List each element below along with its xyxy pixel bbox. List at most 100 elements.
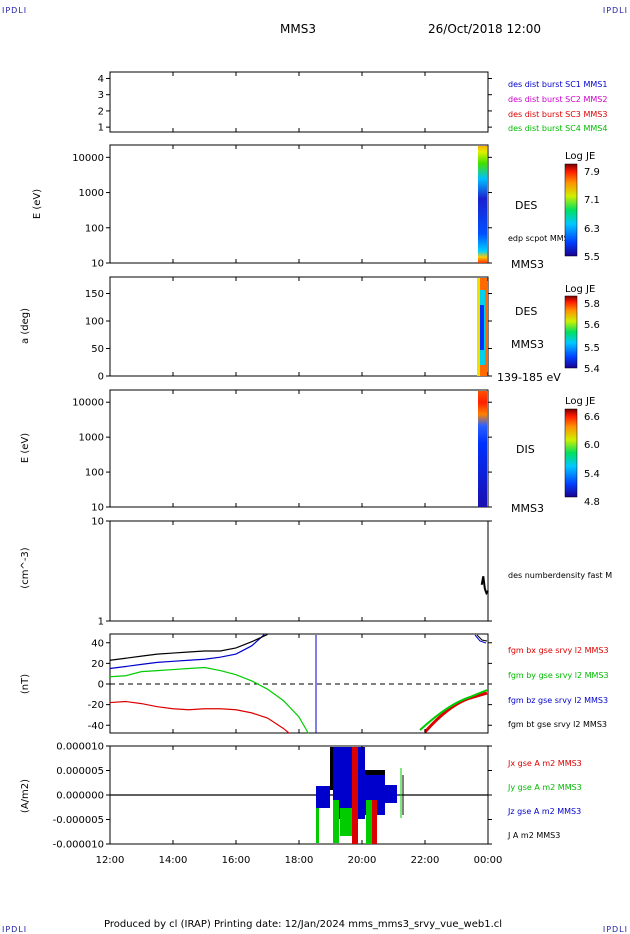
panel-burst-frame: [109, 71, 489, 133]
colorbar-des-energy-tick: 6.3: [584, 224, 600, 235]
bfield-bt-recovery: [476, 634, 488, 642]
ytick-label: 10: [91, 259, 104, 270]
footer-credits: Produced by cl (IRAP) Printing date: 12/…: [104, 919, 503, 930]
density-line: [480, 576, 489, 596]
des-energy-spacecraft-label: MMS3: [511, 258, 544, 271]
xtick-label: 16:00: [222, 855, 251, 866]
ytick-label: 0: [98, 680, 104, 691]
des-pitch-data-edge: [477, 278, 480, 376]
dis-energy-spectrum-data: [478, 391, 487, 507]
panel-des-pitch: 0 50 100 150 a (deg) DES MMS3 139-185 eV Lo…: [20, 276, 600, 384]
panel-current-yticks: -0.000010 -0.000005 0.000000 0.000005 0.0000…: [53, 742, 492, 851]
panel-burst-yticks: 1 2 3 4: [98, 74, 492, 134]
ytick-label: -20: [88, 700, 104, 711]
ytick-label: -0.000010: [53, 840, 104, 851]
bx-line: [109, 700, 290, 734]
date-time-title: 26/Oct/2018 12:00: [428, 22, 542, 36]
legend-j: J A m2 MMS3: [507, 831, 560, 840]
xtick-label: 22:00: [411, 855, 440, 866]
corner-label-bottom-left: IPDLI: [2, 925, 28, 934]
current-jy-burst-a: [316, 790, 319, 843]
current-jx-burst-b: [372, 800, 377, 844]
current-jy-burst-c: [340, 808, 354, 836]
panel-des-pitch-yticks: 0 50 100 150: [85, 289, 492, 383]
by-line: [109, 666, 309, 734]
panel-density-ylabel: (cm^-3): [20, 547, 31, 588]
panel-density-series: [480, 576, 489, 596]
current-jx-burst: [352, 747, 358, 844]
ytick-label: 10000: [72, 153, 104, 164]
legend-burst-sc4: des dist burst SC4 MMS4: [508, 124, 607, 133]
panel-dis-energy-yticks: 10 100 1000 10000: [72, 398, 492, 514]
legend-burst-sc2: des dist burst SC2 MMS2: [508, 95, 607, 104]
current-jy-burst-b: [333, 800, 339, 843]
panel-bfield: -40 -20 0 20 40 (nT) fgm bx gse srvy l2 MMS3…: [20, 633, 609, 734]
bfield-by-recovery: [419, 689, 488, 731]
colorbar-dis-energy: [564, 408, 578, 498]
ytick-label: 3: [98, 90, 104, 101]
bfield-bx-recovery: [423, 691, 488, 733]
colorbar-des-pitch-tick: 5.5: [584, 343, 600, 354]
des-pitch-spacecraft-label: MMS3: [511, 338, 544, 351]
ytick-label: -0.000005: [53, 815, 104, 826]
panel-bfield-yticks: -40 -20 0 20 40: [88, 638, 492, 732]
colorbar-dis-energy-tick: 6.6: [584, 412, 600, 423]
colorbar-dis-energy-tick: 4.8: [584, 497, 600, 508]
panel-des-energy-yticks: 10 100 1000 10000: [72, 153, 492, 270]
legend-by: fgm by gse srvy l2 MMS3: [508, 671, 609, 680]
bt-line: [109, 633, 268, 661]
des-energy-instrument-label: DES: [515, 199, 537, 212]
xtick-label: 12:00: [96, 855, 125, 866]
panel-dis-energy-ylabel: E (eV): [20, 433, 31, 463]
panel-burst: 1 2 3 4 des dist burst SC1 MMS1 des dist bu…: [98, 71, 607, 134]
ytick-label: 10000: [72, 398, 104, 409]
panel-burst-legend: des dist burst SC1 MMS1 des dist burst S…: [508, 80, 607, 133]
colorbar-des-energy-tick: 7.9: [584, 167, 600, 178]
spacecraft-title: MMS3: [280, 22, 316, 36]
des-pitch-data-core: [480, 305, 484, 350]
colorbar-des-pitch: [564, 295, 578, 369]
colorbar-dis-energy-title: Log JE: [565, 396, 595, 407]
ytick-label: 1: [98, 617, 104, 628]
ytick-label: 1000: [79, 188, 104, 199]
panel-current: -0.000010 -0.000005 0.000000 0.000005 0.0000…: [20, 72, 582, 866]
panel-des-pitch-frame: [109, 276, 489, 377]
ytick-label: 100: [85, 317, 104, 328]
ytick-label: 10: [91, 503, 104, 514]
colorbar-des-pitch-title: Log JE: [565, 284, 595, 295]
ytick-label: 100: [85, 468, 104, 479]
colorbar-dis-energy-tick: 5.4: [584, 469, 600, 480]
corner-label-top-right: IPDLI: [602, 6, 628, 15]
ytick-label: 0.000000: [56, 791, 104, 802]
panel-density-frame: [109, 520, 489, 622]
ytick-label: 150: [85, 289, 104, 300]
xtick-label: 20:00: [348, 855, 377, 866]
ytick-label: 0.000005: [56, 766, 104, 777]
des-pitch-instrument-label: DES: [515, 305, 537, 318]
ytick-label: 0.000010: [56, 742, 104, 753]
ytick-label: 1000: [79, 433, 104, 444]
current-jz-burst-a: [316, 786, 330, 808]
corner-label-top-left: IPDLI: [2, 6, 28, 15]
ytick-label: 1: [98, 123, 104, 134]
colorbar-des-pitch-tick: 5.8: [584, 299, 600, 310]
time-axis-ticks: 12:00 14:00 16:00 18:00 20:00 22:00 00:00: [96, 72, 502, 866]
panel-density-yticks: 1 10: [91, 517, 492, 628]
legend-bt: fgm bt gse srvy l2 MMS3: [508, 720, 607, 729]
colorbar-dis-energy-tick: 6.0: [584, 440, 600, 451]
panel-bfield-series: [109, 633, 309, 734]
dis-energy-spacecraft-label: MMS3: [511, 502, 544, 515]
dis-energy-instrument-label: DIS: [516, 443, 535, 456]
legend-burst-sc3: des dist burst SC3 MMS3: [508, 110, 607, 119]
current-jy-burst-d: [366, 800, 376, 844]
panel-des-energy: 10 100 1000 10000 E (eV) DES edp scpot MMS3…: [32, 144, 600, 271]
panel-dis-energy: 10 100 1000 10000 E (eV) DIS MMS3 Log JE 6.…: [20, 389, 600, 515]
panel-density: 1 10 (cm^-3) des numberdensity fast M: [20, 517, 612, 628]
ytick-label: 0: [98, 372, 104, 383]
panel-dis-energy-frame: [109, 389, 489, 508]
panel-des-energy-frame: [109, 144, 489, 264]
corner-label-bottom-right: IPDLI: [602, 925, 628, 934]
bfield-bz-recovery: [474, 634, 487, 644]
panel-des-pitch-ylabel: a (deg): [20, 308, 31, 344]
